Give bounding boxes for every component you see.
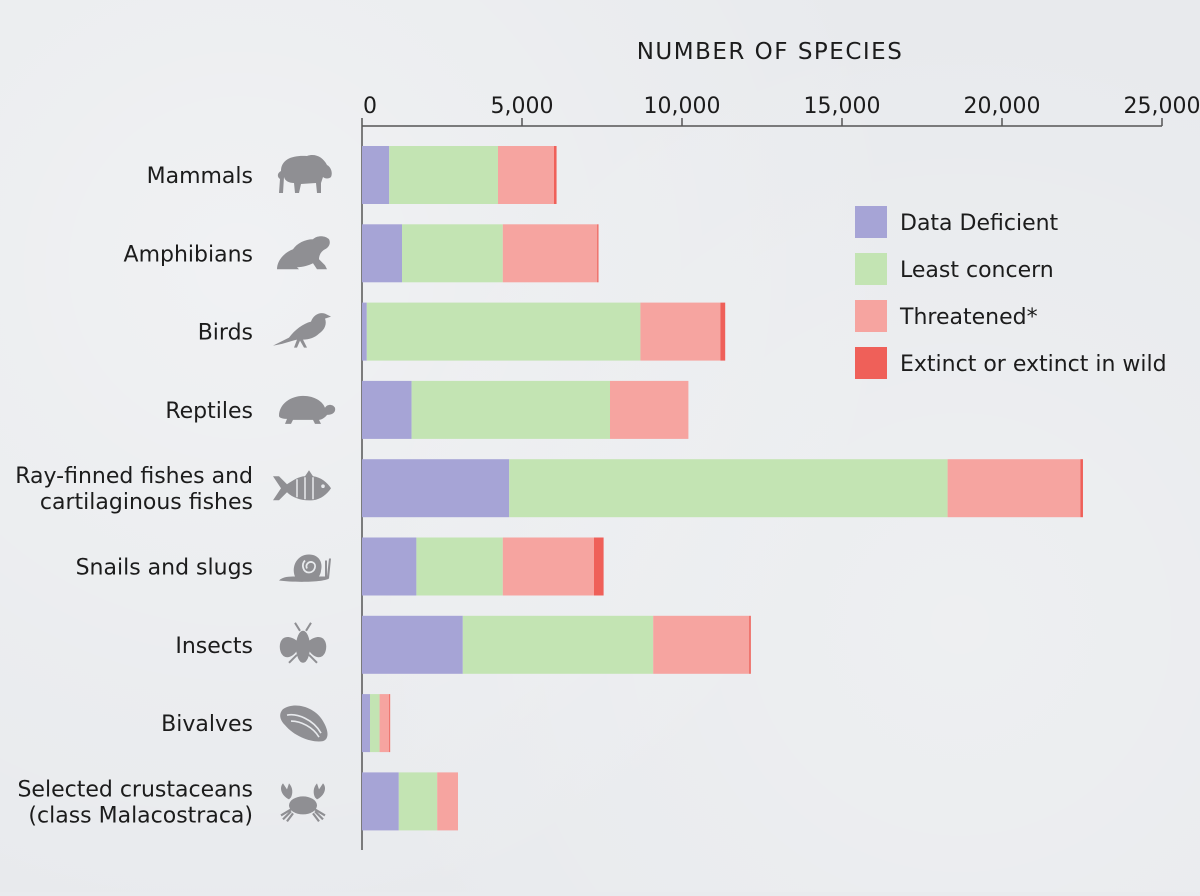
category-labels: Mammals Amphibians Birds Reptiles Ray-finned… — [15, 164, 253, 828]
legend-swatch — [855, 206, 887, 238]
category-label: Bivalves — [161, 712, 253, 737]
bird-icon — [273, 313, 331, 348]
bar-segment — [640, 302, 721, 361]
bar-segment — [502, 537, 594, 596]
legend-swatch — [855, 300, 887, 332]
bar-segment — [947, 459, 1081, 518]
mussel-icon — [279, 704, 329, 743]
bar-segment — [1080, 459, 1083, 518]
crab-icon — [279, 782, 327, 823]
bar-segment — [362, 537, 417, 596]
bar-segment — [389, 146, 498, 204]
x-tick-label: 25,000 — [1124, 94, 1200, 119]
bar-segment — [370, 694, 380, 753]
bar-segment — [502, 224, 598, 283]
x-tick-label: 10,000 — [644, 94, 721, 119]
legend-label: Data Deficient — [900, 211, 1059, 236]
snail-icon — [278, 553, 332, 583]
bar-segment — [366, 302, 641, 361]
bar-segment — [411, 380, 610, 439]
bar-segment — [362, 615, 463, 674]
bar-segment — [362, 694, 370, 753]
legend-label: Threatened* — [899, 305, 1038, 330]
category-label: Insects — [175, 634, 253, 659]
category-label: cartilaginous fishes — [40, 490, 253, 515]
x-axis-ticks: 0 5,000 10,000 15,000 20,000 25,000 — [361, 94, 1200, 126]
category-label: Amphibians — [124, 242, 253, 267]
bar-segment — [437, 772, 458, 831]
bar-segment — [398, 772, 438, 831]
bar-segment — [416, 537, 503, 596]
bar-segment — [362, 380, 412, 439]
bar-segment — [554, 146, 557, 204]
axis-title: NUMBER OF SPECIES — [637, 39, 904, 65]
x-tick-label: 5,000 — [491, 94, 554, 119]
legend-label: Least concern — [900, 258, 1054, 283]
bar-segment — [509, 459, 948, 518]
legend-swatch — [855, 347, 887, 379]
legend-swatch — [855, 253, 887, 285]
legend: Data Deficient Least concern Threatened* Ex… — [855, 206, 1167, 379]
bar-segment — [362, 146, 390, 204]
x-tick-label: 20,000 — [964, 94, 1041, 119]
turtle-icon — [279, 395, 336, 424]
bar-segment — [597, 224, 599, 283]
legend-label: Extinct or extinct in wild — [900, 352, 1167, 377]
bar-segment — [498, 146, 554, 204]
bar-segment — [749, 615, 751, 674]
bar-segment — [362, 224, 402, 283]
bar-segment — [610, 380, 689, 439]
x-tick-label: 15,000 — [804, 94, 881, 119]
bar-segment — [594, 537, 604, 596]
bar-segment — [362, 459, 510, 518]
bar-segment — [389, 694, 391, 753]
bar-segment — [653, 615, 750, 674]
bar-segment — [362, 302, 367, 361]
category-label: (class Malacostraca) — [28, 803, 253, 828]
category-label: Selected crustaceans — [17, 777, 253, 802]
insect-icon — [278, 621, 328, 664]
bison-icon — [277, 155, 332, 193]
bar-segment — [402, 224, 503, 283]
category-label: Ray-finned fishes and — [15, 464, 253, 489]
frog-icon — [277, 236, 330, 270]
category-label: Birds — [198, 321, 253, 346]
bar-segment — [362, 772, 399, 831]
fish-icon — [272, 469, 332, 502]
category-label: Reptiles — [165, 399, 253, 424]
bar-segment — [379, 694, 390, 753]
category-label: Snails and slugs — [76, 556, 253, 581]
category-label: Mammals — [147, 164, 253, 189]
bar-segment — [720, 302, 726, 361]
bar-segment — [462, 615, 654, 674]
x-tick-label: 0 — [363, 94, 377, 119]
bars-group — [362, 146, 1083, 831]
category-icons — [272, 155, 336, 823]
